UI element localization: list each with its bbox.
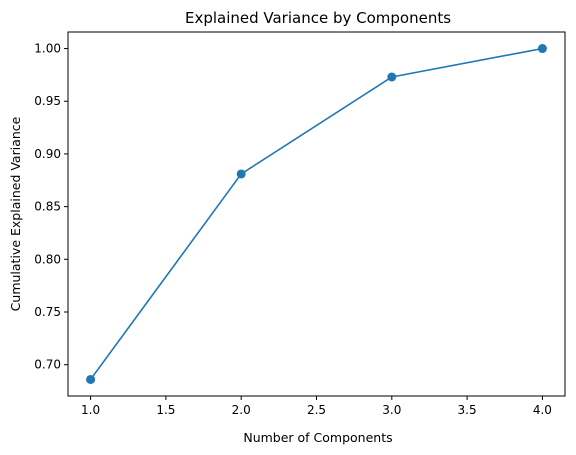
data-point	[537, 44, 547, 54]
data-point	[86, 374, 96, 384]
x-axis-label: Number of Components	[243, 430, 392, 445]
x-tick-label: 4.0	[533, 403, 552, 417]
data-point	[236, 169, 246, 179]
y-axis-label: Cumulative Explained Variance	[8, 116, 23, 311]
y-tick-label: 0.75	[34, 305, 61, 319]
x-tick-label: 1.0	[81, 403, 100, 417]
data-point	[387, 72, 397, 82]
x-tick-label: 3.5	[458, 403, 477, 417]
x-tick-label: 1.5	[156, 403, 175, 417]
series-line	[89, 47, 543, 380]
y-tick-label: 0.90	[34, 147, 61, 161]
y-tick-label: 1.00	[34, 42, 61, 56]
y-tick-label: 0.80	[34, 252, 61, 266]
chart-title: Explained Variance by Components	[185, 9, 451, 27]
x-axis: 1.0 1.5 2.0 2.5 3.0 3.5 4.0	[81, 396, 552, 417]
y-tick-label: 0.85	[34, 200, 61, 214]
x-tick-label: 3.0	[382, 403, 401, 417]
y-tick-label: 0.70	[34, 358, 61, 372]
series-points	[86, 44, 547, 384]
y-axis: 0.70 0.75 0.80 0.85 0.90 0.95 1.00	[34, 42, 68, 372]
x-tick-label: 2.0	[232, 403, 251, 417]
plot-area-frame	[67, 31, 566, 397]
y-tick-label: 0.95	[34, 94, 61, 108]
x-tick-label: 2.5	[307, 403, 326, 417]
